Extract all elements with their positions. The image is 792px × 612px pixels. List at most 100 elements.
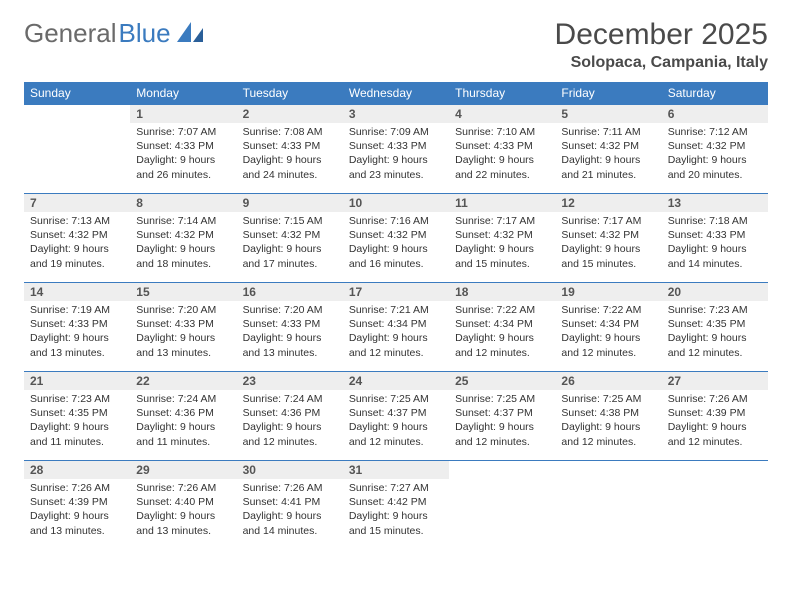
day-line: and 13 minutes. bbox=[243, 346, 337, 360]
day-line: and 13 minutes. bbox=[30, 346, 124, 360]
calendar-day-cell: 26Sunrise: 7:25 AMSunset: 4:38 PMDayligh… bbox=[555, 372, 661, 461]
day-number: 2 bbox=[237, 105, 343, 123]
calendar-day-cell: 29Sunrise: 7:26 AMSunset: 4:40 PMDayligh… bbox=[130, 461, 236, 550]
logo-text-part1: General bbox=[24, 18, 117, 49]
day-line: and 26 minutes. bbox=[136, 168, 230, 182]
day-number: 15 bbox=[130, 283, 236, 301]
day-content: Sunrise: 7:26 AMSunset: 4:41 PMDaylight:… bbox=[237, 479, 343, 542]
day-number: 11 bbox=[449, 194, 555, 212]
calendar-day-cell: 11Sunrise: 7:17 AMSunset: 4:32 PMDayligh… bbox=[449, 194, 555, 283]
day-content: Sunrise: 7:10 AMSunset: 4:33 PMDaylight:… bbox=[449, 123, 555, 186]
day-number: 7 bbox=[24, 194, 130, 212]
day-number: 13 bbox=[662, 194, 768, 212]
day-line: Sunset: 4:35 PM bbox=[668, 317, 762, 331]
day-line: Sunrise: 7:26 AM bbox=[668, 392, 762, 406]
day-content: Sunrise: 7:21 AMSunset: 4:34 PMDaylight:… bbox=[343, 301, 449, 364]
calendar-day-cell: 16Sunrise: 7:20 AMSunset: 4:33 PMDayligh… bbox=[237, 283, 343, 372]
day-line: Sunset: 4:32 PM bbox=[243, 228, 337, 242]
day-line: Sunrise: 7:22 AM bbox=[455, 303, 549, 317]
day-line: Sunrise: 7:23 AM bbox=[30, 392, 124, 406]
weekday-header: Thursday bbox=[449, 82, 555, 105]
day-line: Daylight: 9 hours bbox=[243, 153, 337, 167]
day-line: Daylight: 9 hours bbox=[668, 153, 762, 167]
day-line: and 12 minutes. bbox=[349, 346, 443, 360]
location: Solopaca, Campania, Italy bbox=[555, 54, 768, 72]
day-line: and 15 minutes. bbox=[455, 257, 549, 271]
logo-sail-icon bbox=[177, 22, 203, 42]
day-line: Sunset: 4:32 PM bbox=[136, 228, 230, 242]
day-line: Sunrise: 7:17 AM bbox=[455, 214, 549, 228]
day-content: Sunrise: 7:11 AMSunset: 4:32 PMDaylight:… bbox=[555, 123, 661, 186]
day-content: Sunrise: 7:15 AMSunset: 4:32 PMDaylight:… bbox=[237, 212, 343, 275]
day-line: Sunrise: 7:13 AM bbox=[30, 214, 124, 228]
day-line: Sunrise: 7:12 AM bbox=[668, 125, 762, 139]
day-content: Sunrise: 7:17 AMSunset: 4:32 PMDaylight:… bbox=[449, 212, 555, 275]
day-line: and 16 minutes. bbox=[349, 257, 443, 271]
day-line: Daylight: 9 hours bbox=[455, 331, 549, 345]
day-content: Sunrise: 7:25 AMSunset: 4:38 PMDaylight:… bbox=[555, 390, 661, 453]
calendar-table: Sunday Monday Tuesday Wednesday Thursday… bbox=[24, 82, 768, 549]
day-content: Sunrise: 7:12 AMSunset: 4:32 PMDaylight:… bbox=[662, 123, 768, 186]
day-line: Sunset: 4:39 PM bbox=[30, 495, 124, 509]
calendar-week-row: 14Sunrise: 7:19 AMSunset: 4:33 PMDayligh… bbox=[24, 283, 768, 372]
day-line: Sunrise: 7:25 AM bbox=[349, 392, 443, 406]
day-line: Daylight: 9 hours bbox=[30, 420, 124, 434]
day-line: Sunset: 4:34 PM bbox=[561, 317, 655, 331]
day-line: Daylight: 9 hours bbox=[455, 420, 549, 434]
day-line: Daylight: 9 hours bbox=[136, 242, 230, 256]
calendar-day-cell: 3Sunrise: 7:09 AMSunset: 4:33 PMDaylight… bbox=[343, 105, 449, 194]
day-content: Sunrise: 7:24 AMSunset: 4:36 PMDaylight:… bbox=[130, 390, 236, 453]
calendar-day-cell: 20Sunrise: 7:23 AMSunset: 4:35 PMDayligh… bbox=[662, 283, 768, 372]
calendar-day-cell: 4Sunrise: 7:10 AMSunset: 4:33 PMDaylight… bbox=[449, 105, 555, 194]
day-line: Daylight: 9 hours bbox=[243, 509, 337, 523]
calendar-day-cell: 17Sunrise: 7:21 AMSunset: 4:34 PMDayligh… bbox=[343, 283, 449, 372]
calendar-day-cell: 2Sunrise: 7:08 AMSunset: 4:33 PMDaylight… bbox=[237, 105, 343, 194]
day-content: Sunrise: 7:26 AMSunset: 4:39 PMDaylight:… bbox=[662, 390, 768, 453]
calendar-day-cell: 24Sunrise: 7:25 AMSunset: 4:37 PMDayligh… bbox=[343, 372, 449, 461]
logo: GeneralBlue bbox=[24, 18, 203, 49]
day-content: Sunrise: 7:26 AMSunset: 4:39 PMDaylight:… bbox=[24, 479, 130, 542]
day-line: Sunrise: 7:07 AM bbox=[136, 125, 230, 139]
day-line: Daylight: 9 hours bbox=[455, 153, 549, 167]
day-number: 10 bbox=[343, 194, 449, 212]
day-line: Sunrise: 7:18 AM bbox=[668, 214, 762, 228]
calendar-day-cell: 28Sunrise: 7:26 AMSunset: 4:39 PMDayligh… bbox=[24, 461, 130, 550]
calendar-day-cell: 5Sunrise: 7:11 AMSunset: 4:32 PMDaylight… bbox=[555, 105, 661, 194]
day-line: Sunset: 4:36 PM bbox=[243, 406, 337, 420]
day-number: 25 bbox=[449, 372, 555, 390]
day-line: Sunrise: 7:08 AM bbox=[243, 125, 337, 139]
calendar-day-cell: 25Sunrise: 7:25 AMSunset: 4:37 PMDayligh… bbox=[449, 372, 555, 461]
day-line: and 15 minutes. bbox=[349, 524, 443, 538]
day-line: and 12 minutes. bbox=[561, 346, 655, 360]
day-content: Sunrise: 7:22 AMSunset: 4:34 PMDaylight:… bbox=[449, 301, 555, 364]
day-line: and 21 minutes. bbox=[561, 168, 655, 182]
day-line: Daylight: 9 hours bbox=[668, 331, 762, 345]
calendar-day-cell: 19Sunrise: 7:22 AMSunset: 4:34 PMDayligh… bbox=[555, 283, 661, 372]
day-line: and 13 minutes. bbox=[136, 524, 230, 538]
day-line: and 11 minutes. bbox=[136, 435, 230, 449]
day-number: 16 bbox=[237, 283, 343, 301]
day-line: Daylight: 9 hours bbox=[136, 509, 230, 523]
day-line: Sunrise: 7:11 AM bbox=[561, 125, 655, 139]
day-line: Sunset: 4:35 PM bbox=[30, 406, 124, 420]
day-number: 1 bbox=[130, 105, 236, 123]
day-line: Sunrise: 7:10 AM bbox=[455, 125, 549, 139]
day-line: Daylight: 9 hours bbox=[243, 331, 337, 345]
day-content: Sunrise: 7:22 AMSunset: 4:34 PMDaylight:… bbox=[555, 301, 661, 364]
day-line: and 13 minutes. bbox=[30, 524, 124, 538]
day-line: Daylight: 9 hours bbox=[349, 509, 443, 523]
calendar-day-cell: 8Sunrise: 7:14 AMSunset: 4:32 PMDaylight… bbox=[130, 194, 236, 283]
day-number: 4 bbox=[449, 105, 555, 123]
day-line: and 17 minutes. bbox=[243, 257, 337, 271]
day-line: Sunrise: 7:26 AM bbox=[243, 481, 337, 495]
weekday-header: Saturday bbox=[662, 82, 768, 105]
day-line: Sunrise: 7:20 AM bbox=[136, 303, 230, 317]
day-line: and 12 minutes. bbox=[561, 435, 655, 449]
day-line: and 19 minutes. bbox=[30, 257, 124, 271]
day-content bbox=[449, 465, 555, 471]
title-block: December 2025 Solopaca, Campania, Italy bbox=[555, 18, 768, 72]
calendar-day-cell: 9Sunrise: 7:15 AMSunset: 4:32 PMDaylight… bbox=[237, 194, 343, 283]
day-content: Sunrise: 7:17 AMSunset: 4:32 PMDaylight:… bbox=[555, 212, 661, 275]
day-line: Sunset: 4:32 PM bbox=[30, 228, 124, 242]
day-line: Daylight: 9 hours bbox=[561, 153, 655, 167]
